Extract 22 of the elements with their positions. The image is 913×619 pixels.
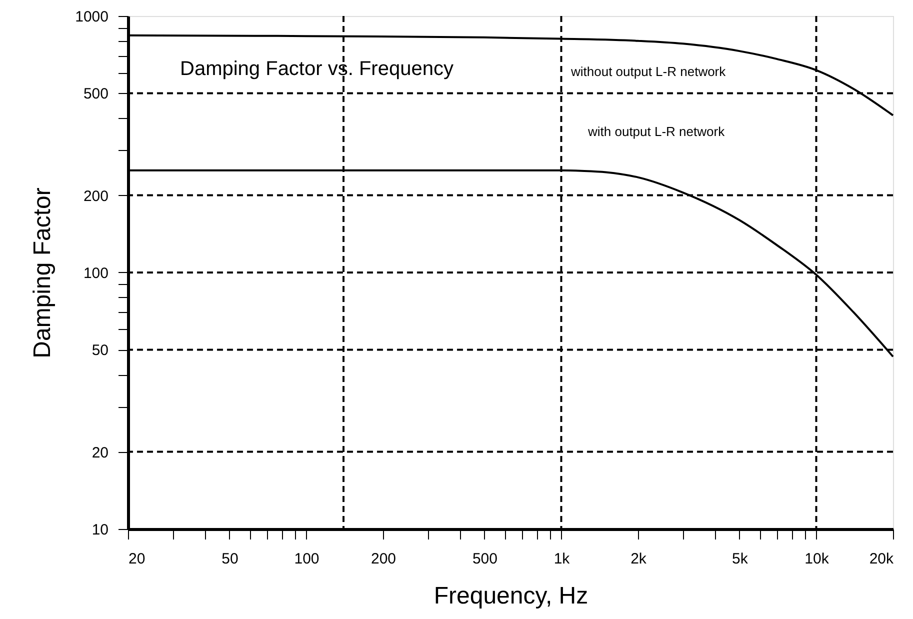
x-axis-title: Frequency, Hz <box>434 582 588 610</box>
x-tick-label: 500 <box>472 550 498 568</box>
x-tick-label: 1k <box>554 550 570 568</box>
x-tick-label: 20k <box>869 550 894 568</box>
text: Damping Factor vs. Frequency <box>180 58 454 80</box>
x-tick-label: 20 <box>128 550 146 568</box>
y-tick-label: 50 <box>92 342 108 360</box>
y-tick-label: 10 <box>92 522 108 538</box>
y-tick-label: 100 <box>83 265 108 282</box>
y-axis-title: Damping Factor <box>29 188 56 358</box>
x-tick-label: 10k <box>804 550 830 568</box>
x-tick-label: 2k <box>630 550 647 568</box>
y-tick-label: 200 <box>83 188 108 205</box>
y-tick-label: 20 <box>92 444 108 462</box>
x-tick-label: 5k <box>732 550 748 568</box>
x-tick-label: 200 <box>370 550 396 568</box>
annotation: with output L-R network <box>587 124 726 139</box>
y-tick-label: 1000 <box>75 8 108 26</box>
x-tick-label: 50 <box>222 550 238 568</box>
annotation: without output L-R network <box>570 64 726 79</box>
x-tick-label: 100 <box>294 550 320 568</box>
y-tick-label: 500 <box>83 86 108 103</box>
